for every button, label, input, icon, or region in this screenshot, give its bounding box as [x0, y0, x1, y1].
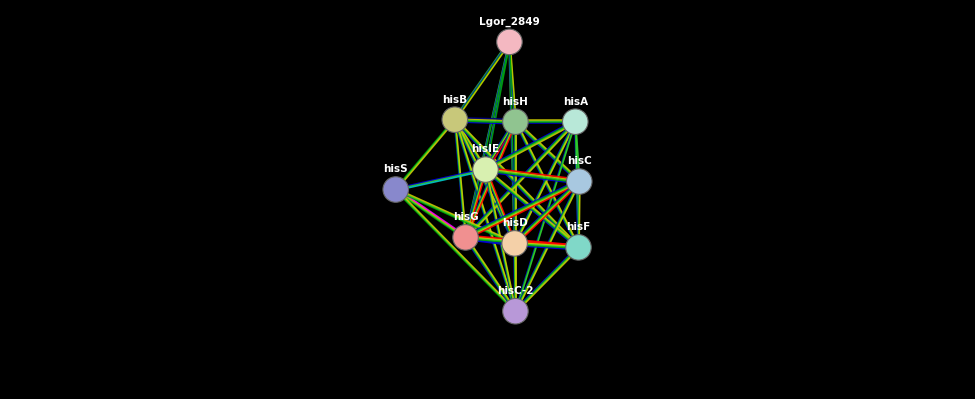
Text: hisC-2: hisC-2 — [497, 286, 533, 296]
Circle shape — [566, 235, 591, 260]
Circle shape — [502, 231, 527, 256]
Text: hisH: hisH — [502, 97, 528, 107]
Circle shape — [503, 109, 528, 134]
Text: hisIE: hisIE — [472, 144, 499, 154]
Text: hisA: hisA — [563, 97, 588, 107]
Circle shape — [496, 29, 523, 55]
Text: hisD: hisD — [502, 218, 527, 228]
Text: hisB: hisB — [443, 95, 467, 105]
Circle shape — [503, 298, 528, 324]
Circle shape — [563, 109, 588, 134]
Text: hisS: hisS — [383, 164, 409, 174]
Text: hisF: hisF — [566, 222, 591, 232]
Circle shape — [383, 177, 409, 202]
Circle shape — [452, 225, 479, 250]
Text: hisC: hisC — [566, 156, 592, 166]
Circle shape — [473, 157, 498, 182]
Circle shape — [566, 169, 592, 194]
Text: hisG: hisG — [452, 212, 479, 222]
Circle shape — [442, 107, 468, 132]
Text: Lgor_2849: Lgor_2849 — [479, 16, 540, 27]
